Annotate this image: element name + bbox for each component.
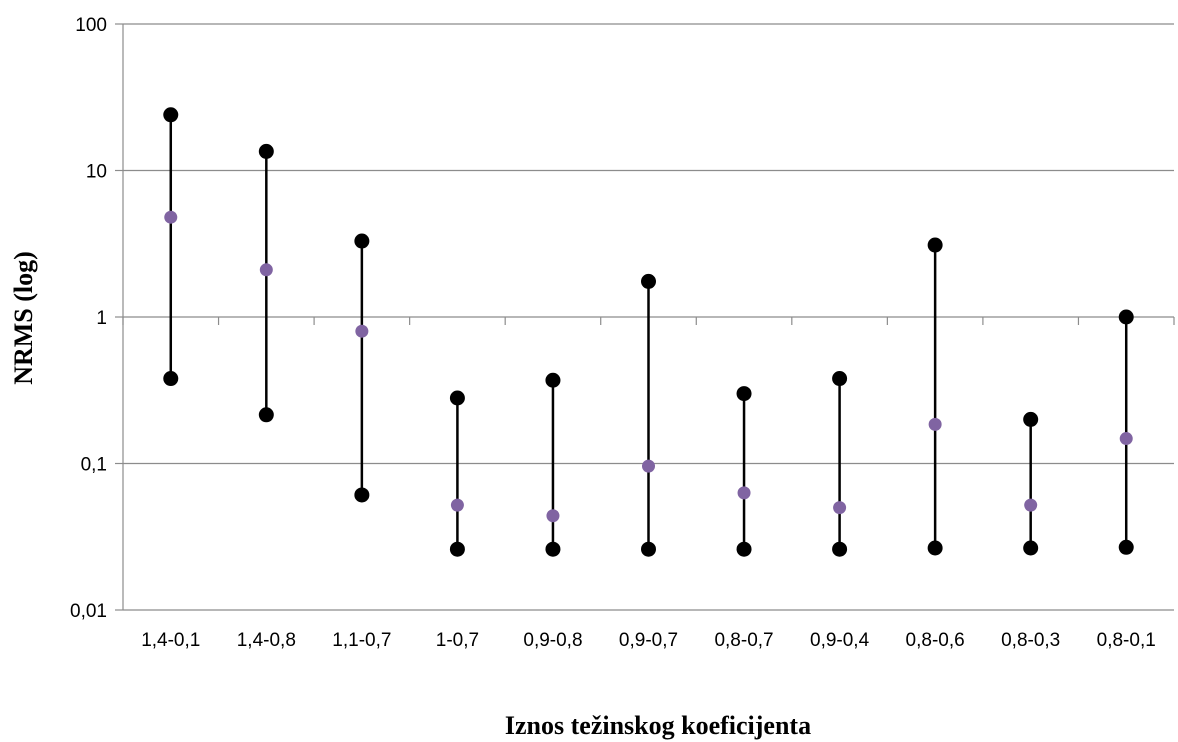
min-point (163, 371, 179, 387)
min-point (1118, 539, 1134, 555)
x-tick-label: 1,1-0,7 (332, 630, 391, 651)
mid-point (833, 501, 847, 515)
x-tick-label: 0,8-0,6 (906, 630, 965, 651)
x-tick-label: 0,9-0,7 (619, 630, 678, 651)
mid-point (355, 324, 369, 338)
max-point (1023, 411, 1039, 427)
mid-point (1024, 498, 1038, 512)
min-point (927, 540, 943, 556)
x-tick-label: 0,8-0,3 (1001, 630, 1060, 651)
mid-point (546, 509, 560, 523)
y-tick-label: 0,1 (81, 455, 107, 476)
data-points (163, 107, 1134, 557)
min-point (354, 487, 370, 503)
min-point (545, 541, 561, 557)
mid-point (737, 486, 751, 500)
mid-point (928, 417, 942, 431)
mid-point (642, 459, 655, 473)
min-point (832, 541, 848, 557)
max-point (545, 372, 561, 388)
y-tick-label: 1 (96, 308, 107, 329)
min-point (258, 407, 274, 423)
x-tick-label: 0,8-0,1 (1097, 630, 1156, 651)
mid-point (259, 263, 273, 277)
min-point (736, 541, 752, 557)
min-point (449, 541, 465, 557)
y-tick-label: 0,01 (70, 601, 107, 622)
y-tick-label: 10 (86, 162, 107, 183)
x-axis-title: Iznos težinskog koeficijenta (505, 711, 811, 740)
x-tick-labels: 1,4-0,1 1,4-0,8 1,1-0,7 1-0,7 0,9-0,8 0,9-0,7… (141, 630, 1156, 651)
mid-point (164, 210, 178, 224)
max-point (354, 233, 370, 249)
range-lines (169, 114, 1128, 550)
x-tick-label: 1,4-0,8 (237, 630, 296, 651)
mid-point (1119, 432, 1133, 446)
max-point (449, 390, 465, 406)
min-point (1023, 540, 1039, 556)
max-point (163, 107, 179, 123)
max-point (258, 143, 274, 159)
min-point (641, 541, 656, 557)
y-tick-label: 100 (75, 15, 107, 36)
x-tick-label: 0,9-0,4 (810, 630, 870, 651)
x-tick-label: 0,9-0,8 (523, 630, 582, 651)
x-tick-label: 1-0,7 (436, 630, 479, 651)
y-axis-title: NRMS (log) (9, 251, 38, 385)
axes (115, 23, 1175, 611)
max-point (832, 371, 848, 387)
max-point (927, 237, 943, 253)
max-point (1118, 309, 1134, 325)
max-point (736, 386, 752, 402)
max-point (641, 273, 656, 289)
x-tick-label: 1,4-0,1 (141, 630, 200, 651)
x-tick-label: 0,8-0,7 (714, 630, 773, 651)
mid-point (450, 498, 464, 512)
y-tick-labels: 0,01 0,1 1 10 100 (70, 15, 107, 622)
